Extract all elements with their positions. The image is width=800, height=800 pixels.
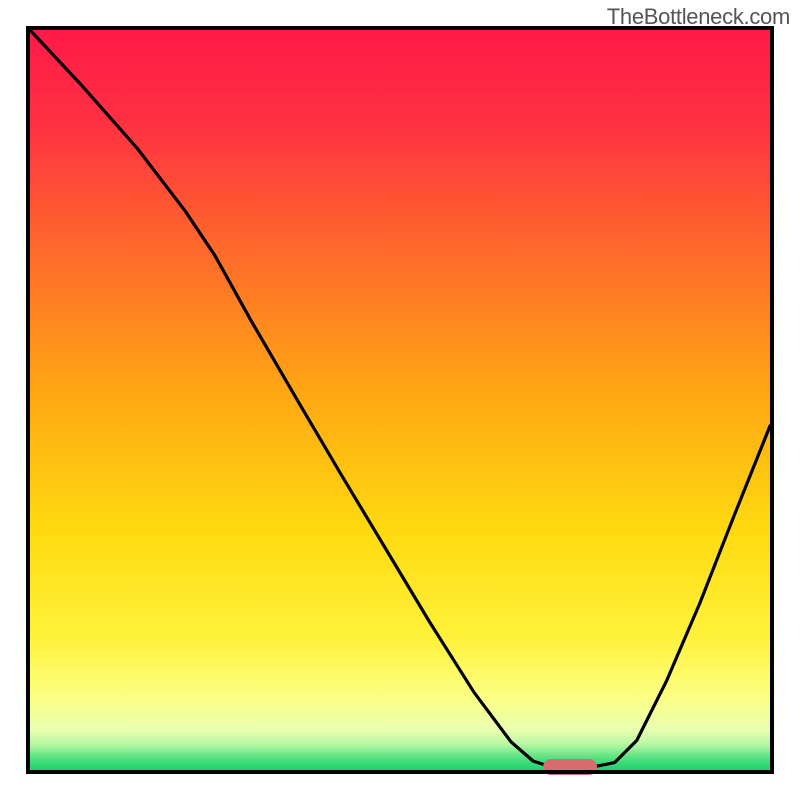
bottleneck-curve xyxy=(30,30,770,770)
watermark-text: TheBottleneck.com xyxy=(607,4,790,30)
optimal-marker xyxy=(543,759,597,775)
plot-area xyxy=(30,30,770,770)
chart-container: TheBottleneck.com xyxy=(0,0,800,800)
